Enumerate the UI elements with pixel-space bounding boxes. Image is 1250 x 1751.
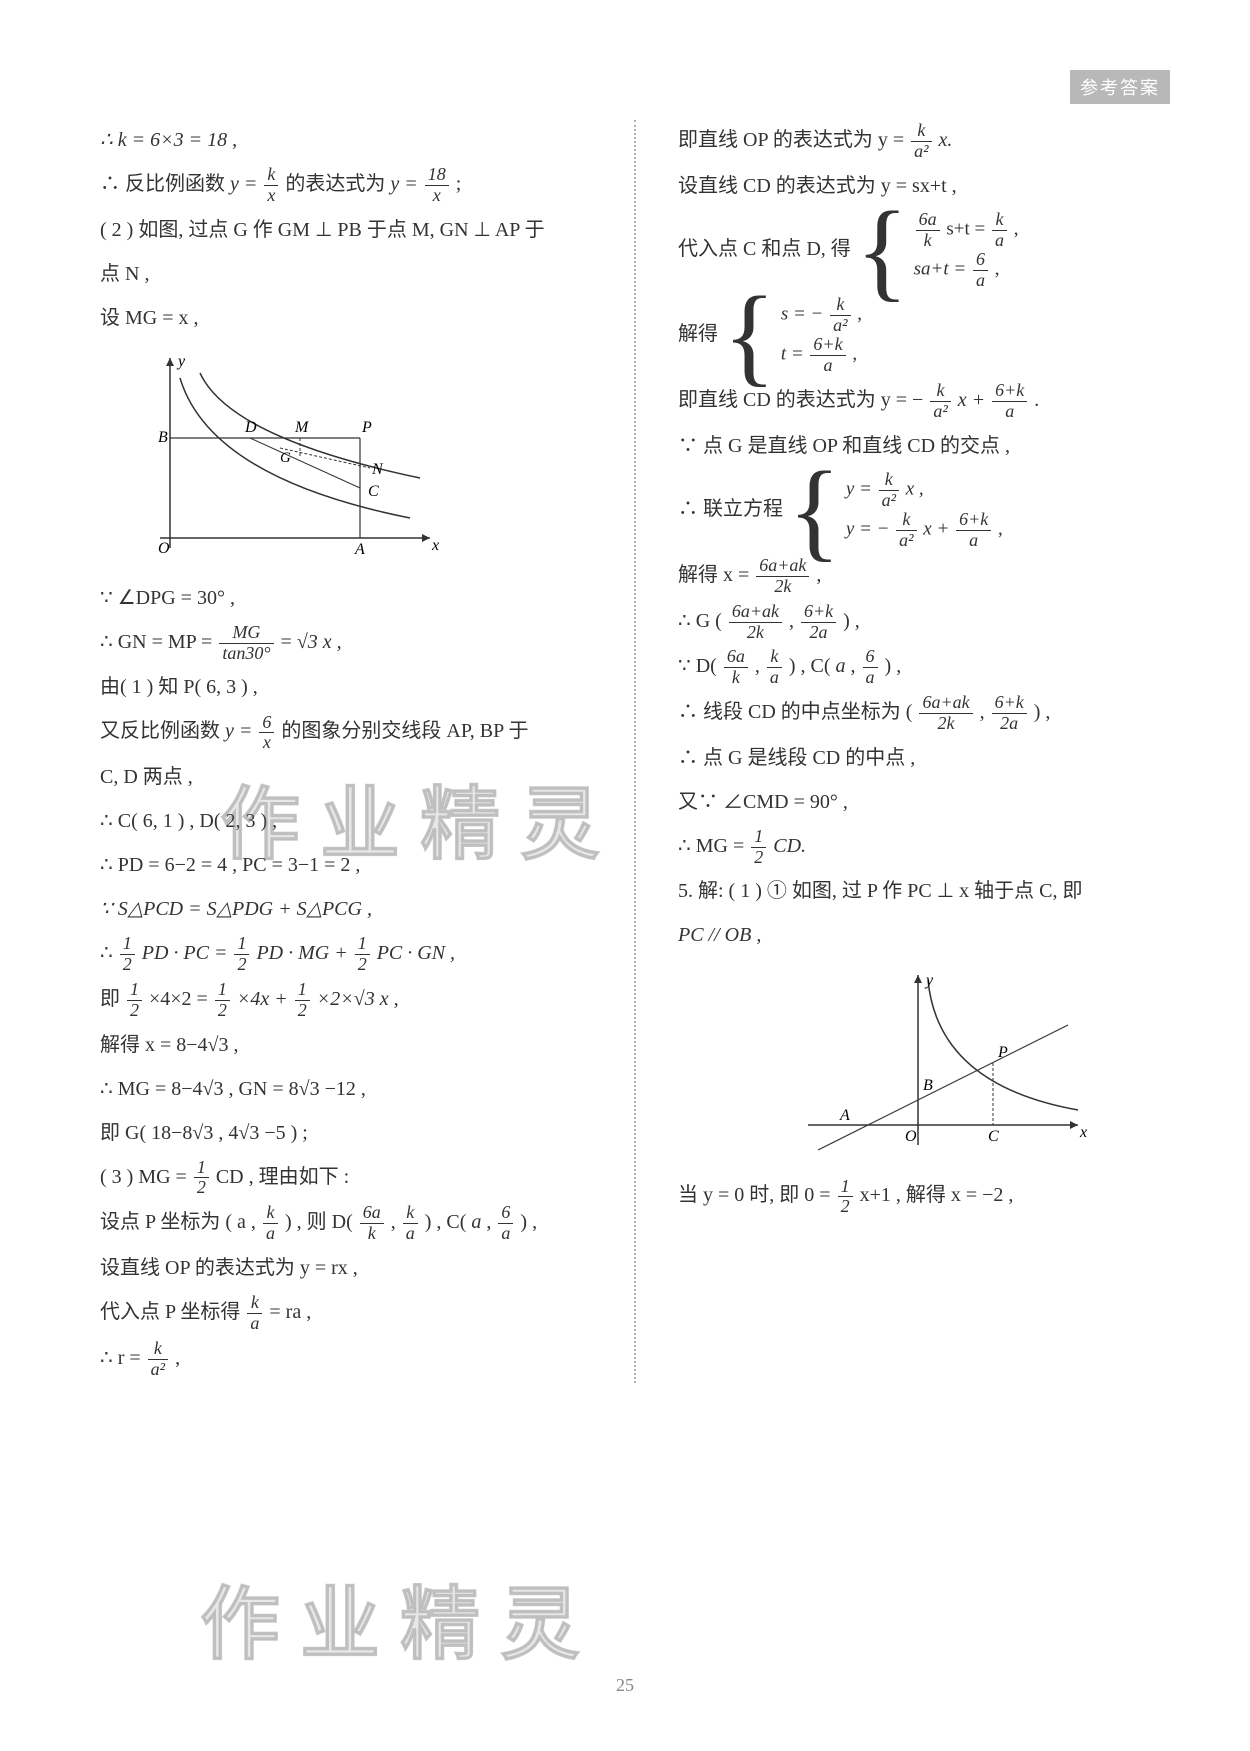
text-line: ∴ k = 6×3 = 18 , bbox=[100, 120, 592, 160]
svg-text:A: A bbox=[354, 541, 365, 558]
text-line: 由( 1 ) 知 P( 6, 3 ) , bbox=[100, 667, 592, 707]
svg-text:M: M bbox=[294, 419, 310, 436]
text-line: 解得 x = 8−4√3 , bbox=[100, 1025, 592, 1065]
svg-text:P: P bbox=[997, 1044, 1008, 1061]
left-column: ∴ k = 6×3 = 18 , ∴ 反比例函数 y = kx 的表达式为 y … bbox=[100, 120, 604, 1383]
text-line: 代入点 P 坐标得 ka = ra , bbox=[100, 1292, 592, 1334]
text-line: ∵ S△PCD = S△PDG + S△PCG , bbox=[100, 889, 592, 929]
text-line: ( 3 ) MG = 12 CD , 理由如下 : bbox=[100, 1157, 592, 1199]
right-column: 即直线 OP 的表达式为 y = ka² x. 设直线 CD 的表达式为 y =… bbox=[666, 120, 1170, 1383]
text-line: 即直线 CD 的表达式为 y = − ka² x + 6+ka . bbox=[678, 380, 1170, 422]
svg-text:D: D bbox=[244, 419, 257, 436]
column-divider bbox=[634, 120, 636, 1383]
svg-text:O: O bbox=[905, 1128, 917, 1145]
text-line: 又∵ ∠CMD = 90° , bbox=[678, 782, 1170, 822]
svg-text:G: G bbox=[280, 450, 291, 466]
text-line: ∴ MG = 8−4√3 , GN = 8√3 −12 , bbox=[100, 1069, 592, 1109]
text-line: 设点 P 坐标为 ( a , ka ) , 则 D( 6ak , ka ) , … bbox=[100, 1202, 592, 1244]
text-line: ∵ ∠DPG = 30° , bbox=[100, 578, 592, 618]
graph-1: y x O B D M P G N C A bbox=[130, 348, 592, 568]
text-line: ∴ 联立方程 { y = ka² x , y = − ka² x + 6+ka … bbox=[678, 470, 1170, 551]
svg-text:O: O bbox=[158, 540, 170, 557]
text-line: ∴ C( 6, 1 ) , D( 2, 3 ) , bbox=[100, 801, 592, 841]
svg-text:x: x bbox=[1079, 1124, 1087, 1141]
text-line: 点 N , bbox=[100, 254, 592, 294]
text-line: ∵ 点 G 是直线 OP 和直线 CD 的交点 , bbox=[678, 426, 1170, 466]
text-line: 设直线 CD 的表达式为 y = sx+t , bbox=[678, 166, 1170, 206]
text-line: 即直线 OP 的表达式为 y = ka² x. bbox=[678, 120, 1170, 162]
text-line: ∴ 12 PD · PC = 12 PD · MG + 12 PC · GN , bbox=[100, 933, 592, 975]
content-wrapper: ∴ k = 6×3 = 18 , ∴ 反比例函数 y = kx 的表达式为 y … bbox=[100, 120, 1170, 1383]
text-line: 即 12 ×4×2 = 12 ×4x + 12 ×2×√3 x , bbox=[100, 979, 592, 1021]
svg-text:y: y bbox=[924, 972, 934, 989]
text-line: ( 2 ) 如图, 过点 G 作 GM ⊥ PB 于点 M, GN ⊥ AP 于 bbox=[100, 210, 592, 250]
text-line: 又反比例函数 y = 6x 的图象分别交线段 AP, BP 于 bbox=[100, 711, 592, 753]
text-line: ∴ PD = 6−2 = 4 , PC = 3−1 = 2 , bbox=[100, 845, 592, 885]
text-line: ∴ 线段 CD 的中点坐标为 ( 6a+ak2k , 6+k2a ) , bbox=[678, 692, 1170, 734]
svg-text:C: C bbox=[368, 483, 379, 500]
text-line: C, D 两点 , bbox=[100, 757, 592, 797]
text-line: ∴ GN = MP = MGtan30° = √3 x , bbox=[100, 622, 592, 664]
graph-2: y x A B O C P bbox=[798, 965, 1170, 1165]
svg-text:P: P bbox=[361, 419, 372, 436]
text-line: 解得 { s = − ka² , t = 6+ka , bbox=[678, 295, 1170, 376]
text-line: ∵ D( 6ak , ka ) , C( a , 6a ) , bbox=[678, 646, 1170, 688]
text-line: 当 y = 0 时, 即 0 = 12 x+1 , 解得 x = −2 , bbox=[678, 1175, 1170, 1217]
text-line: 设 MG = x , bbox=[100, 298, 592, 338]
text-line: ∴ 点 G 是线段 CD 的中点 , bbox=[678, 738, 1170, 778]
text-line: ∴ r = ka² , bbox=[100, 1338, 592, 1380]
text-line: 5. 解: ( 1 ) ① 如图, 过 P 作 PC ⊥ x 轴于点 C, 即 bbox=[678, 871, 1170, 911]
text-line: 即 G( 18−8√3 , 4√3 −5 ) ; bbox=[100, 1113, 592, 1153]
svg-text:N: N bbox=[371, 461, 384, 478]
text-line: ∴ MG = 12 CD. bbox=[678, 826, 1170, 868]
text-line: ∴ G ( 6a+ak2k , 6+k2a ) , bbox=[678, 601, 1170, 643]
svg-text:A: A bbox=[839, 1107, 850, 1124]
svg-text:y: y bbox=[176, 353, 186, 370]
watermark: 作业精灵 bbox=[200, 1560, 600, 1676]
svg-text:x: x bbox=[431, 537, 439, 554]
text-line: 解得 x = 6a+ak2k , bbox=[678, 555, 1170, 597]
svg-text:B: B bbox=[923, 1077, 933, 1094]
text-line: 设直线 OP 的表达式为 y = rx , bbox=[100, 1248, 592, 1288]
header-tag: 参考答案 bbox=[1070, 70, 1170, 104]
text-line: ∴ 反比例函数 y = kx 的表达式为 y = 18x ; bbox=[100, 164, 592, 206]
svg-text:C: C bbox=[988, 1128, 999, 1145]
svg-text:B: B bbox=[158, 429, 168, 446]
text-line: PC // OB , bbox=[678, 915, 1170, 955]
page-number: 25 bbox=[616, 1675, 634, 1696]
